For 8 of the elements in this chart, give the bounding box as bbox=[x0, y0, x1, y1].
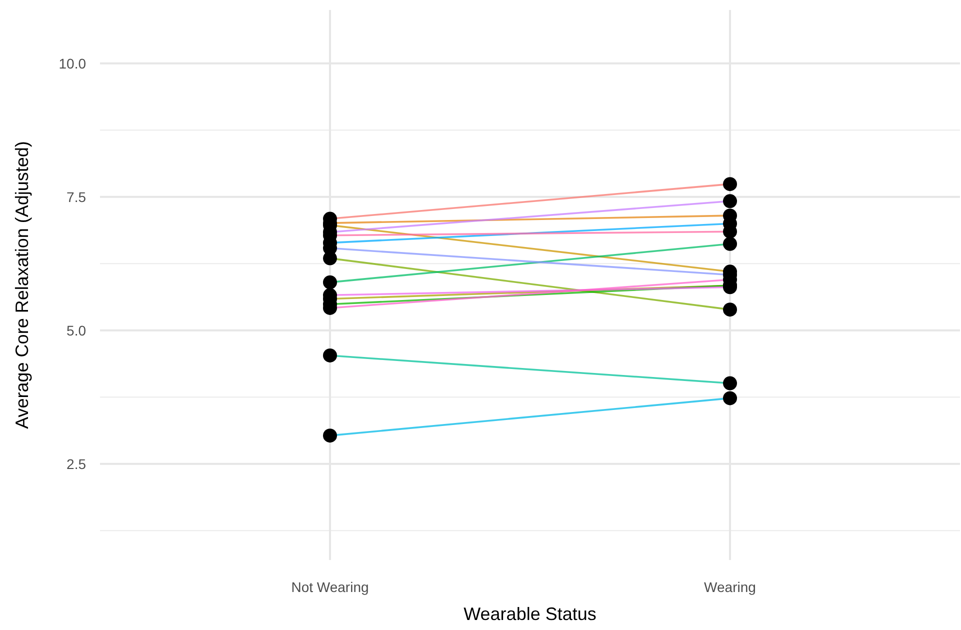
y-tick-label: 5.0 bbox=[66, 322, 86, 338]
x-tick-label: Wearing bbox=[704, 579, 756, 595]
y-tick-label: 10.0 bbox=[58, 55, 86, 72]
y-axis-title: Average Core Relaxation (Adjusted) bbox=[12, 141, 32, 429]
y-tick-label: 7.5 bbox=[66, 188, 86, 205]
y-tick-label: 2.5 bbox=[66, 456, 86, 472]
x-tick-label: Not Wearing bbox=[291, 579, 369, 595]
x-axis-title: Wearable Status bbox=[464, 604, 596, 624]
